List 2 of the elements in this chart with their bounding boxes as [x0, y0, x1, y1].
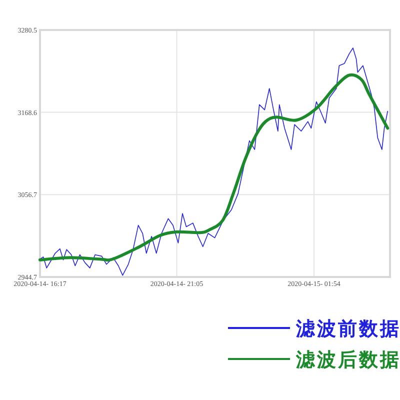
- legend-label: 滤波前数据: [295, 318, 400, 340]
- legend-label: 滤波后数据: [295, 349, 400, 371]
